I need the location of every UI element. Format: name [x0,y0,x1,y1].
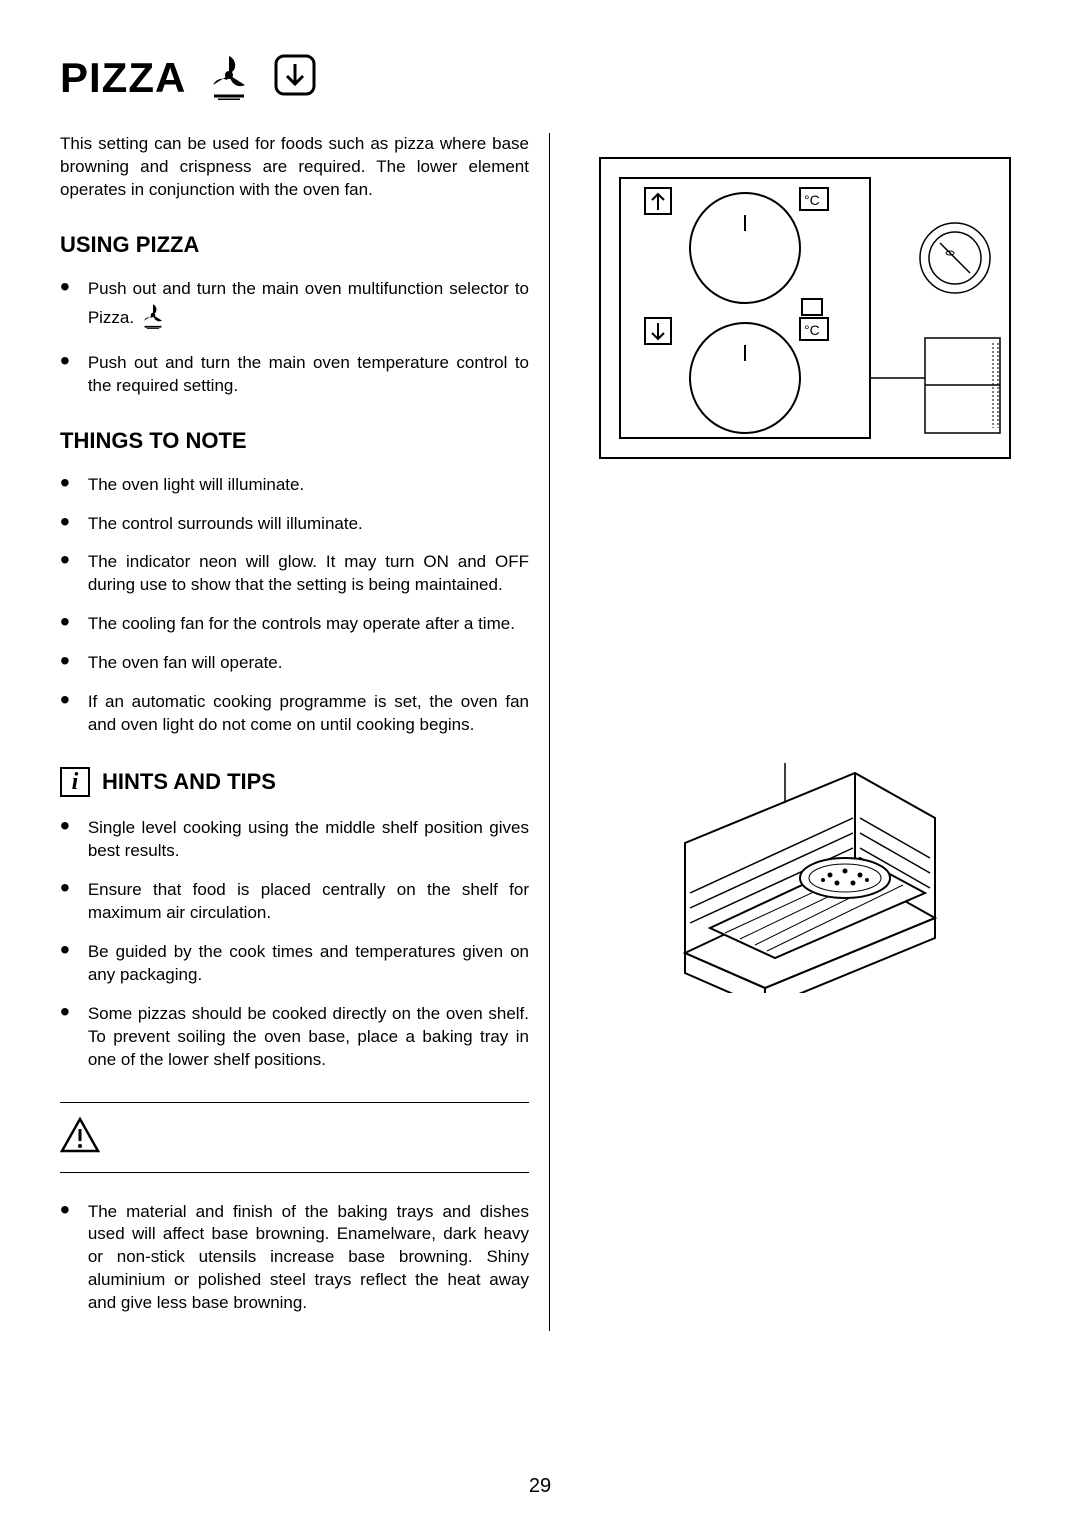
bullet-icon: • [60,474,70,492]
svg-text:°C: °C [804,322,820,338]
bullet-icon: • [60,1003,70,1021]
list-item: • The control surrounds will illuminate. [60,513,529,536]
bullet-icon: • [60,513,70,531]
list-item-text: Push out and turn the main oven temperat… [88,352,529,398]
pizza-fan-icon [204,50,254,105]
bullet-icon: • [60,817,70,835]
warning-block [60,1102,529,1173]
list-item-text: Ensure that food is placed centrally on … [88,879,529,925]
things-heading: THINGS TO NOTE [60,428,529,454]
bullet-icon: • [60,352,70,370]
list-item: • Some pizzas should be cooked directly o… [60,1003,529,1072]
list-item: • Push out and turn the main oven multif… [60,278,529,336]
list-item-text: The oven light will illuminate. [88,474,529,497]
left-column: This setting can be used for foods such … [60,133,550,1331]
oven-shelf-diagram [655,763,955,993]
using-heading: USING PIZZA [60,232,529,258]
bullet-icon: • [60,941,70,959]
pizza-fan-icon [139,301,167,336]
intro-paragraph: This setting can be used for foods such … [60,133,529,202]
svg-text:°C: °C [804,192,820,208]
list-item: • Push out and turn the main oven temper… [60,352,529,398]
list-item: • The cooling fan for the controls may op… [60,613,529,636]
list-item-text: The indicator neon will glow. It may tur… [88,551,529,597]
list-item-text: Push out and turn the main oven multifun… [88,278,529,336]
list-item: • Ensure that food is placed centrally on… [60,879,529,925]
control-panel-diagram: °C °C [595,153,1015,463]
list-item-text: The cooling fan for the controls may ope… [88,613,529,636]
bullet-icon: • [60,691,70,709]
list-item: • The indicator neon will glow. It may tu… [60,551,529,597]
list-item-text: Single level cooking using the middle sh… [88,817,529,863]
down-arrow-box-icon [272,52,318,103]
list-item: • If an automatic cooking programme is se… [60,691,529,737]
list-item-text: Some pizzas should be cooked directly on… [88,1003,529,1072]
list-item: • The oven fan will operate. [60,652,529,675]
list-item: • Single level cooking using the middle s… [60,817,529,863]
bullet-icon: • [60,278,70,296]
bullet-icon: • [60,1201,70,1219]
hints-heading: HINTS AND TIPS [102,769,276,795]
hints-list: • Single level cooking using the middle s… [60,817,529,1071]
bullet-icon: • [60,652,70,670]
page-number: 29 [529,1475,551,1498]
list-item-text: The oven fan will operate. [88,652,529,675]
list-item: • The material and finish of the baking t… [60,1201,529,1316]
hints-heading-row: i HINTS AND TIPS [60,767,529,797]
info-icon: i [60,767,90,797]
list-item-text: The material and finish of the baking tr… [88,1201,529,1316]
bullet-icon: • [60,879,70,897]
warning-triangle-icon [60,1117,100,1158]
content-columns: This setting can be used for foods such … [60,133,1020,1331]
bullet-icon: • [60,613,70,631]
list-item-text: If an automatic cooking programme is set… [88,691,529,737]
list-item: • Be guided by the cook times and tempera… [60,941,529,987]
things-list: • The oven light will illuminate. • The co… [60,474,529,738]
using-list: • Push out and turn the main oven multif… [60,278,529,398]
right-column: °C °C [570,133,1020,1331]
page-title-row: PIZZA [60,50,1020,105]
hints-list-after: • The material and finish of the baking t… [60,1201,529,1316]
list-item-text: The control surrounds will illuminate. [88,513,529,536]
list-item: • The oven light will illuminate. [60,474,529,497]
page-title: PIZZA [60,54,186,102]
list-item-text: Be guided by the cook times and temperat… [88,941,529,987]
bullet-icon: • [60,551,70,569]
